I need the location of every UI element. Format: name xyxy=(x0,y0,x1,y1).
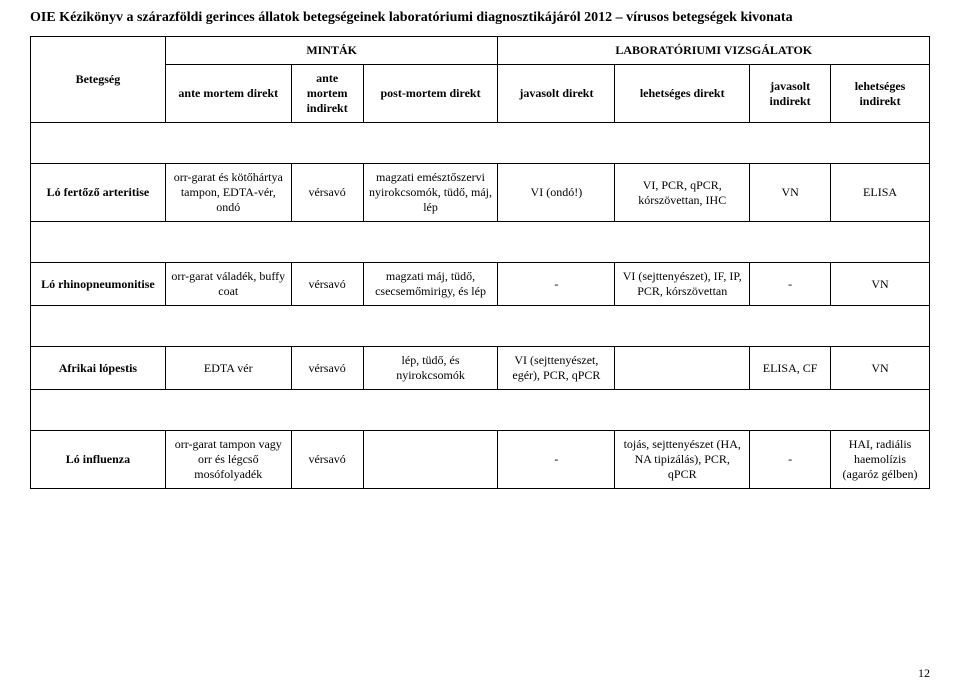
spacer-row xyxy=(31,390,930,431)
cell-ami: vérsavó xyxy=(291,431,363,489)
col-header-amd: ante mortem direkt xyxy=(165,65,291,123)
cell-amd: EDTA vér xyxy=(165,347,291,390)
spacer-row xyxy=(31,306,930,347)
page-header: OIE Kézikönyv a szárazföldi gerinces áll… xyxy=(30,10,930,26)
cell-jd: VI (sejttenyészet, egér), PCR, qPCR xyxy=(498,347,615,390)
table-row: Ló influenza orr-garat tampon vagy orr é… xyxy=(31,431,930,489)
cell-pmd: magzati máj, tüdő, csecsemőmirigy, és lé… xyxy=(363,263,498,306)
col-group-labtests: LABORATÓRIUMI VIZSGÁLATOK xyxy=(498,37,930,65)
cell-disease: Ló rhinopneumonitise xyxy=(31,263,166,306)
disease-table: Betegség MINTÁK LABORATÓRIUMI VIZSGÁLATO… xyxy=(30,36,930,489)
cell-ji: ELISA, CF xyxy=(750,347,831,390)
col-header-disease: Betegség xyxy=(31,37,166,123)
cell-amd: orr-garat és kötőhártya tampon, EDTA-vér… xyxy=(165,164,291,222)
cell-ami: vérsavó xyxy=(291,263,363,306)
col-group-samples: MINTÁK xyxy=(165,37,498,65)
spacer-row xyxy=(31,222,930,263)
col-header-ami: ante mortem indirekt xyxy=(291,65,363,123)
cell-ji: - xyxy=(750,431,831,489)
cell-amd: orr-garat tampon vagy orr és légcső mosó… xyxy=(165,431,291,489)
cell-ld: VI (sejttenyészet), IF, IP, PCR, kórszöv… xyxy=(615,263,750,306)
page-container: OIE Kézikönyv a szárazföldi gerinces áll… xyxy=(0,0,960,689)
cell-ami: vérsavó xyxy=(291,164,363,222)
table-header-group-row: Betegség MINTÁK LABORATÓRIUMI VIZSGÁLATO… xyxy=(31,37,930,65)
cell-disease: Ló fertőző arteritise xyxy=(31,164,166,222)
cell-ld: tojás, sejttenyészet (HA, NA tipizálás),… xyxy=(615,431,750,489)
cell-pmd: magzati emésztőszervi nyirokcsomók, tüdő… xyxy=(363,164,498,222)
col-header-ji: javasolt indirekt xyxy=(750,65,831,123)
cell-disease: Afrikai lópestis xyxy=(31,347,166,390)
table-header-row: ante mortem direkt ante mortem indirekt … xyxy=(31,65,930,123)
col-header-pmd: post-mortem direkt xyxy=(363,65,498,123)
cell-ami: vérsavó xyxy=(291,347,363,390)
table-row: Ló fertőző arteritise orr-garat és kötőh… xyxy=(31,164,930,222)
page-number: 12 xyxy=(918,666,930,681)
cell-li: VN xyxy=(831,263,930,306)
cell-ji: VN xyxy=(750,164,831,222)
col-header-jd: javasolt direkt xyxy=(498,65,615,123)
cell-jd: VI (ondó!) xyxy=(498,164,615,222)
cell-disease: Ló influenza xyxy=(31,431,166,489)
table-row: Afrikai lópestis EDTA vér vérsavó lép, t… xyxy=(31,347,930,390)
cell-ld xyxy=(615,347,750,390)
cell-ld: VI, PCR, qPCR, kórszövettan, IHC xyxy=(615,164,750,222)
cell-li: HAI, radiális haemolízis (agaróz gélben) xyxy=(831,431,930,489)
cell-pmd xyxy=(363,431,498,489)
cell-li: VN xyxy=(831,347,930,390)
col-header-li: lehetséges indirekt xyxy=(831,65,930,123)
cell-jd: - xyxy=(498,263,615,306)
col-header-ld: lehetséges direkt xyxy=(615,65,750,123)
cell-ji: - xyxy=(750,263,831,306)
cell-jd: - xyxy=(498,431,615,489)
spacer-row xyxy=(31,123,930,164)
table-row: Ló rhinopneumonitise orr-garat váladék, … xyxy=(31,263,930,306)
cell-amd: orr-garat váladék, buffy coat xyxy=(165,263,291,306)
cell-pmd: lép, tüdő, és nyirokcsomók xyxy=(363,347,498,390)
cell-li: ELISA xyxy=(831,164,930,222)
